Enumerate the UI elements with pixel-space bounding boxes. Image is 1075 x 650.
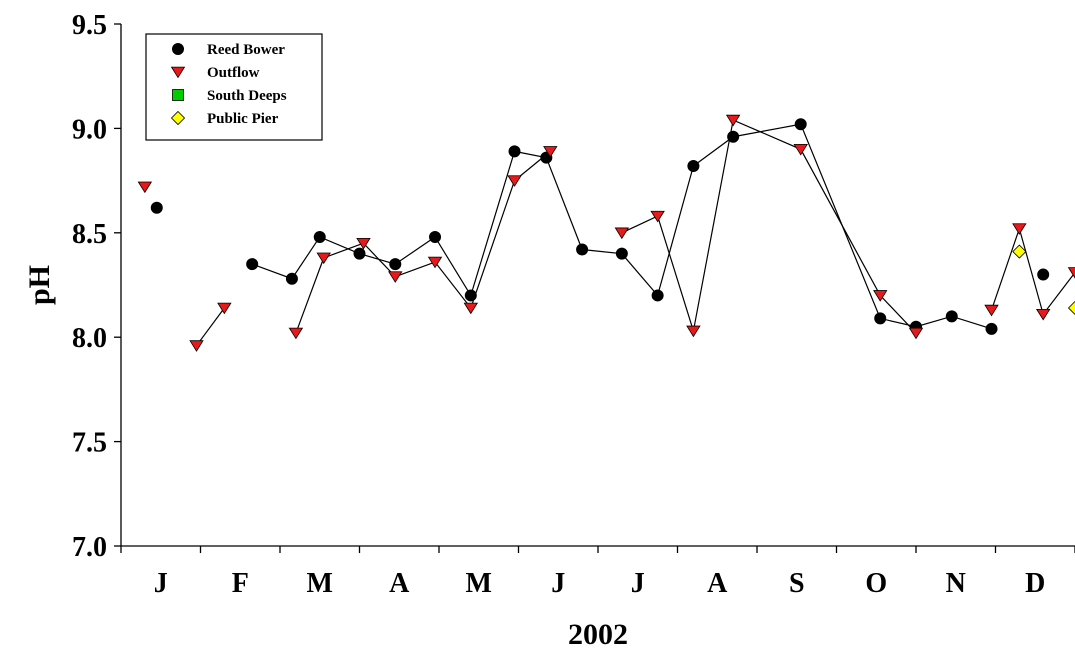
outflow-point bbox=[984, 304, 999, 317]
outflow-point bbox=[725, 114, 741, 127]
x-tick-label: F bbox=[232, 568, 249, 599]
outflow-point bbox=[316, 252, 331, 265]
outflow-point bbox=[189, 340, 204, 352]
reed-bower-point bbox=[945, 310, 958, 323]
reed-bower-point bbox=[429, 230, 442, 243]
legend-label-outflow: Outflow bbox=[207, 65, 260, 81]
series-markers bbox=[137, 114, 1075, 352]
reed-bower-point bbox=[246, 258, 259, 271]
legend-label-south-deeps: South Deeps bbox=[207, 88, 287, 104]
outflow-point bbox=[288, 327, 304, 340]
legend: Reed Bower Outflow South Deeps Public Pier bbox=[145, 33, 323, 141]
outflow-point bbox=[1035, 308, 1051, 321]
outflow-point bbox=[908, 327, 924, 340]
y-tick-label: 8.5 bbox=[72, 219, 107, 250]
outflow-point bbox=[650, 210, 665, 223]
legend-label-reed-bower: Reed Bower bbox=[207, 42, 285, 58]
y-tick-label: 8.0 bbox=[72, 323, 107, 354]
reed-bower-point bbox=[313, 230, 326, 243]
reed-bower-point bbox=[651, 289, 664, 302]
y-tick-label: 9.5 bbox=[72, 10, 107, 41]
legend-marker-south-deeps bbox=[172, 89, 184, 101]
y-tick-label: 9.0 bbox=[72, 114, 107, 145]
x-tick-label: N bbox=[946, 568, 966, 599]
x-tick-label: D bbox=[1025, 568, 1045, 599]
x-tick-label: A bbox=[707, 568, 728, 599]
legend-label-public-pier: Public Pier bbox=[207, 111, 279, 127]
reed-bower-point bbox=[727, 130, 740, 143]
outflow-point bbox=[686, 325, 701, 338]
reed-bower-point bbox=[576, 243, 589, 256]
outflow-point bbox=[463, 302, 479, 315]
x-tick-label: M bbox=[307, 568, 333, 599]
x-tick-label: A bbox=[389, 568, 410, 599]
outflow-point bbox=[1012, 223, 1027, 235]
outflow-point bbox=[614, 227, 630, 240]
reed-bower-point bbox=[874, 312, 887, 325]
reed-bower-point bbox=[150, 201, 163, 214]
legend-marker-reed-bower bbox=[172, 43, 184, 55]
reed-bower-point bbox=[508, 145, 521, 158]
x-tick-label: M bbox=[466, 568, 492, 599]
outflow-point bbox=[873, 290, 888, 302]
legend-marker-outflow bbox=[170, 66, 186, 79]
outflow-point bbox=[543, 146, 558, 158]
reed-bower-point bbox=[353, 247, 366, 260]
axes: 7.0 7.5 8.0 8.5 9.0 9.5 J F M A M J J A S O N D bbox=[72, 10, 1075, 599]
reed-bower-point bbox=[985, 322, 998, 335]
reed-bower-point bbox=[285, 272, 298, 285]
reed-bower-point bbox=[615, 247, 628, 260]
reed-bower-point bbox=[464, 289, 477, 302]
x-tick-label: S bbox=[789, 568, 805, 599]
reed-bower-point bbox=[687, 159, 700, 172]
outflow-line bbox=[990, 226, 1075, 316]
legend-marker-public-pier bbox=[170, 110, 186, 126]
outflow-line bbox=[621, 119, 917, 334]
reed-bower-point bbox=[794, 118, 807, 131]
outflow-point bbox=[388, 271, 403, 283]
x-tick-label: J bbox=[551, 568, 565, 599]
outflow-point bbox=[356, 237, 371, 250]
y-tick-label: 7.5 bbox=[72, 428, 107, 459]
outflow-line bbox=[295, 150, 551, 334]
y-axis-title: pH bbox=[23, 265, 56, 305]
outflow-point bbox=[793, 144, 808, 156]
outflow-point bbox=[217, 302, 232, 315]
public-pier-point bbox=[1012, 244, 1027, 259]
outflow-point bbox=[427, 256, 443, 269]
x-tick-label: O bbox=[865, 568, 887, 599]
x-tick-label: J bbox=[154, 568, 168, 599]
x-tick-label: J bbox=[631, 568, 645, 599]
reed-bower-point bbox=[389, 258, 402, 271]
outflow-point bbox=[1067, 267, 1075, 279]
outflow-line bbox=[196, 307, 225, 346]
series-lines bbox=[196, 119, 1075, 346]
public-pier-point bbox=[1067, 300, 1075, 316]
y-tick-label: 7.0 bbox=[72, 532, 107, 563]
outflow-point bbox=[507, 175, 522, 187]
x-axis-title: 2002 bbox=[568, 618, 628, 650]
outflow-point bbox=[137, 181, 153, 194]
reed-bower-point bbox=[1037, 268, 1050, 281]
